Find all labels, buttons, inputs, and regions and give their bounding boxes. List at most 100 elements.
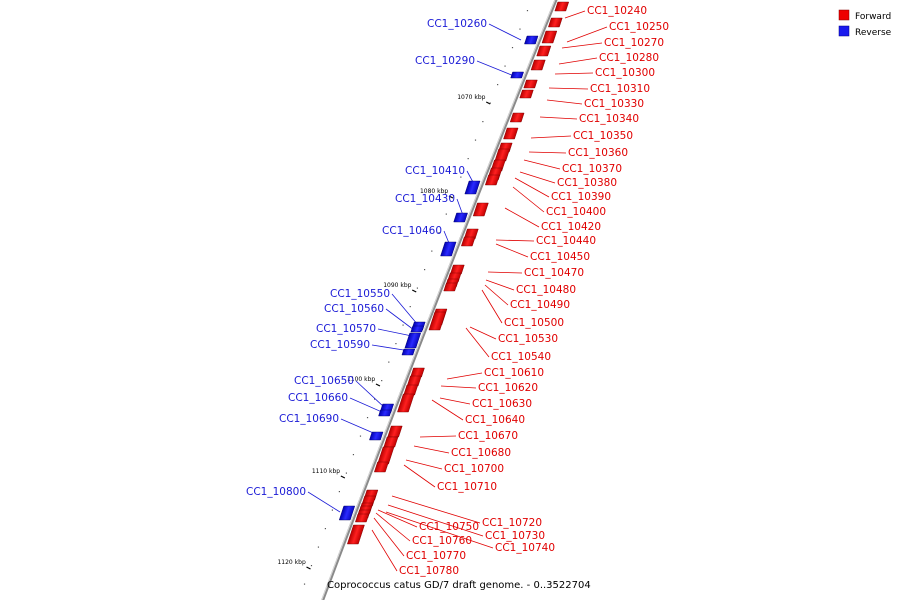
forward-gene-feature	[397, 393, 415, 413]
scale-minor-tick	[331, 509, 333, 511]
forward-gene-leader	[403, 464, 436, 488]
forward-gene-feature	[387, 425, 403, 438]
forward-gene-leader	[385, 511, 494, 549]
legend-label-forward: Forward	[855, 12, 891, 22]
forward-gene-feature	[536, 45, 552, 57]
forward-gene-label: CC1_10400	[546, 206, 606, 218]
legend-label-reverse: Reverse	[855, 28, 892, 38]
scale-tick-label: 1080 kbp	[420, 188, 448, 195]
forward-gene-label: CC1_10250	[609, 21, 669, 33]
forward-gene-feature	[485, 174, 500, 186]
forward-gene-leader	[539, 116, 578, 120]
reverse-gene-feature	[440, 241, 457, 257]
forward-gene-leader	[387, 504, 484, 537]
forward-gene-leader	[512, 186, 545, 213]
reverse-gene-feature	[453, 212, 468, 223]
scale-minor-tick	[359, 435, 362, 437]
forward-gene-leader	[481, 289, 503, 324]
forward-gene-label: CC1_10620	[478, 382, 538, 394]
forward-gene-feature	[450, 264, 465, 275]
reverse-gene-feature	[410, 325, 425, 333]
forward-gene-label: CC1_10350	[573, 130, 633, 142]
forward-gene-label: CC1_10530	[498, 333, 558, 345]
forward-gene-feature	[548, 17, 563, 28]
forward-gene-leader	[377, 509, 418, 528]
forward-gene-leader	[530, 135, 572, 139]
scale-tick-mark	[340, 475, 346, 479]
scale-minor-tick	[352, 454, 355, 456]
forward-gene-label: CC1_10370	[562, 163, 622, 175]
forward-gene-label: CC1_10630	[472, 398, 532, 410]
forward-gene-label: CC1_10670	[458, 430, 518, 442]
scale-tick-mark	[375, 383, 381, 387]
forward-gene-leader	[528, 151, 567, 154]
reverse-gene-label: CC1_10460	[382, 225, 442, 237]
scale-tick-label: 1090 kbp	[383, 282, 411, 289]
forward-gene-feature	[403, 384, 419, 396]
forward-gene-leader	[371, 529, 398, 572]
forward-gene-leader	[487, 271, 523, 274]
genome-backbone	[321, 0, 558, 600]
forward-gene-label: CC1_10470	[524, 267, 584, 279]
forward-gene-label: CC1_10300	[595, 67, 655, 79]
reverse-gene-feature	[338, 505, 356, 521]
forward-gene-label: CC1_10500	[504, 317, 564, 329]
forward-gene-label: CC1_10720	[482, 517, 542, 529]
scale-minor-tick	[504, 65, 506, 67]
reverse-gene-leader	[391, 293, 419, 326]
scale-minor-tick	[474, 139, 477, 141]
reverse-gene-leader	[307, 491, 341, 513]
forward-gene-label: CC1_10440	[536, 235, 596, 247]
scale-minor-tick	[526, 10, 529, 12]
forward-gene-label: CC1_10540	[491, 351, 551, 363]
forward-gene-leader	[439, 397, 471, 405]
forward-gene-label: CC1_10700	[444, 463, 504, 475]
reverse-gene-feature	[401, 348, 416, 356]
forward-gene-leader	[504, 207, 540, 228]
forward-gene-leader	[375, 512, 411, 542]
scale-minor-tick	[303, 583, 306, 585]
forward-gene-label: CC1_10240	[587, 5, 647, 17]
forward-gene-label: CC1_10330	[584, 98, 644, 110]
scale-tick-label: 1110 kbp	[312, 468, 340, 475]
forward-gene-feature	[494, 148, 510, 162]
scale-tick-label: 1070 kbp	[457, 94, 485, 101]
forward-gene-feature	[503, 127, 519, 140]
forward-gene-feature	[509, 112, 525, 123]
forward-gene-leader	[495, 243, 529, 258]
forward-gene-leader	[495, 239, 535, 242]
scale-minor-tick	[511, 47, 514, 49]
forward-gene-label: CC1_10710	[437, 481, 497, 493]
forward-gene-feature	[519, 89, 534, 99]
forward-gene-feature	[461, 236, 476, 247]
scale-minor-tick	[324, 528, 327, 530]
forward-gene-label: CC1_10780	[399, 565, 459, 577]
forward-gene-label: CC1_10270	[604, 37, 664, 49]
forward-gene-feature	[472, 202, 489, 217]
reverse-gene-label: CC1_10550	[330, 288, 390, 300]
forward-gene-leader	[373, 517, 405, 557]
reverse-gene-label: CC1_10660	[288, 392, 348, 404]
forward-gene-leader	[558, 57, 598, 65]
reverse-gene-leader	[488, 23, 522, 41]
reverse-gene-leader	[385, 308, 415, 331]
scale-minor-tick	[338, 491, 340, 493]
forward-gene-label: CC1_10750	[419, 521, 479, 533]
scale-minor-tick	[416, 287, 419, 289]
forward-gene-leader	[523, 159, 561, 170]
scale-minor-tick	[467, 158, 469, 160]
forward-gene-leader	[469, 326, 497, 340]
scale-tick-mark	[448, 195, 454, 199]
reverse-gene-leader	[476, 60, 515, 77]
forward-gene-leader	[431, 399, 464, 421]
reverse-gene-leader	[355, 380, 385, 408]
forward-gene-feature	[554, 1, 570, 12]
forward-gene-leader	[391, 495, 481, 524]
legend-swatch-reverse	[838, 25, 850, 37]
reverse-gene-label: CC1_10590	[310, 339, 370, 351]
reverse-gene-feature	[404, 332, 422, 349]
forward-gene-feature	[410, 367, 425, 378]
forward-gene-label: CC1_10280	[599, 52, 659, 64]
scale-minor-tick	[460, 176, 462, 178]
